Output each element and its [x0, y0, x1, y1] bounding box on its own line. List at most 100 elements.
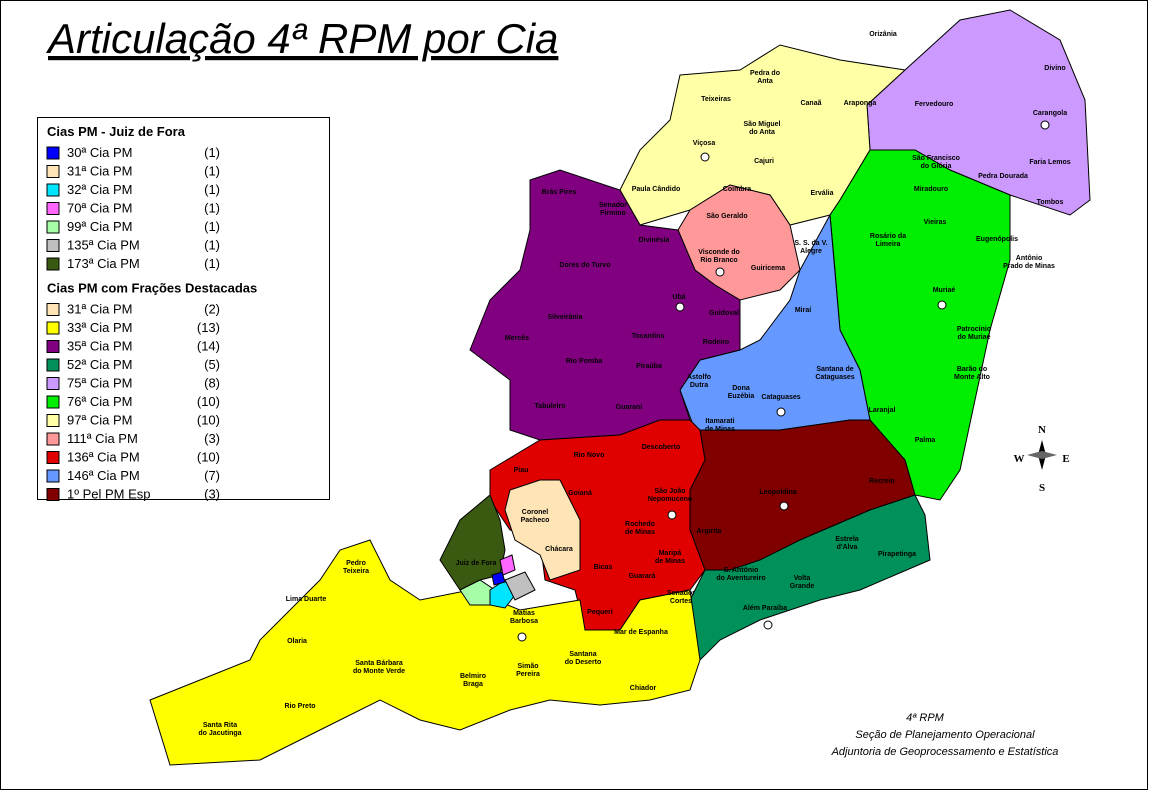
place-label: do Glória: [921, 163, 952, 170]
city-marker: [938, 301, 946, 309]
legend-count: (2): [204, 302, 220, 317]
place-label: Faria Lemos: [1029, 159, 1070, 166]
place-label: de Minas: [705, 426, 735, 433]
legend-swatch: [47, 489, 59, 501]
place-label: Prado de Minas: [1003, 263, 1055, 270]
place-label: Araponga: [844, 100, 877, 107]
place-label: Visconde do: [698, 249, 740, 256]
place-label: Chácara: [545, 546, 573, 553]
legend-swatch: [47, 378, 59, 390]
legend-label: 136ª Cia PM: [67, 450, 140, 465]
place-label: Senador: [667, 590, 695, 597]
place-label: Rodeiro: [703, 339, 729, 346]
place-label: Santa Rita: [203, 722, 237, 729]
place-label: Euzébia: [728, 393, 755, 400]
place-label: Tombos: [1037, 199, 1064, 206]
compass-e: E: [1062, 453, 1069, 465]
legend-count: (14): [197, 339, 220, 354]
place-label: Guiricema: [751, 265, 785, 272]
legend-label: 30ª Cia PM: [67, 145, 133, 160]
place-label: Patrocínio: [957, 326, 991, 333]
legend-label: 32ª Cia PM: [67, 182, 133, 197]
place-label: Firmino: [600, 210, 626, 217]
place-label: São Miguel: [744, 121, 781, 128]
map-title: Articulação 4ª RPM por Cia: [45, 15, 558, 62]
place-label: Rio Novo: [574, 452, 605, 459]
compass-n: N: [1038, 424, 1046, 436]
place-label: São João: [654, 488, 685, 495]
legend-count: (1): [204, 256, 220, 271]
legend-swatch: [47, 452, 59, 464]
place-label: Pedra Dourada: [978, 173, 1028, 180]
place-label: Pereira: [516, 671, 540, 678]
legend-swatch: [47, 240, 59, 252]
place-label: Santa Bárbara: [355, 660, 403, 667]
place-label: do Monte Verde: [353, 668, 405, 675]
legend-swatch: [47, 184, 59, 196]
place-label: Coronel: [522, 509, 549, 516]
place-label: d'Alva: [837, 544, 858, 551]
place-label: Cajuri: [754, 158, 774, 165]
place-label: Miraí: [795, 307, 812, 314]
place-label: São Francisco: [912, 155, 960, 162]
legend-label: 31ª Cia PM: [67, 164, 133, 179]
city-marker: [518, 633, 526, 641]
legend-swatch: [47, 396, 59, 408]
place-label: Muriaé: [933, 287, 956, 294]
place-label: Olaria: [287, 638, 307, 645]
place-label: Matias: [513, 610, 535, 617]
legend-swatch: [47, 415, 59, 427]
place-label: Estrela: [835, 536, 858, 543]
place-label: Carangola: [1033, 110, 1067, 117]
footer-line: 4ª RPM: [906, 712, 945, 724]
city-marker: [701, 153, 709, 161]
legend-swatch: [47, 322, 59, 334]
place-label: Itamarati: [705, 418, 734, 425]
place-label: Guidoval: [709, 310, 739, 317]
legend-label: 35ª Cia PM: [67, 339, 133, 354]
place-label: Dutra: [690, 382, 708, 389]
city-marker: [764, 621, 772, 629]
place-label: Chiador: [630, 685, 657, 692]
legend-count: (3): [204, 487, 220, 502]
place-label: Limeira: [876, 241, 901, 248]
legend-label: 97ª Cia PM: [67, 413, 133, 428]
place-label: Mar de Espanha: [614, 629, 668, 636]
place-label: Palma: [915, 437, 936, 444]
place-label: Barão do: [957, 366, 987, 373]
place-label: Santana: [569, 651, 596, 658]
place-label: Rosário da: [870, 233, 906, 240]
legend-label: 75ª Cia PM: [67, 376, 133, 391]
legend-count: (1): [204, 219, 220, 234]
legend-section-title: Cias PM com Frações Destacadas: [47, 281, 257, 296]
place-label: Alegre: [800, 248, 822, 255]
place-label: Nepomuceno: [648, 496, 692, 503]
place-label: Maripá: [659, 550, 682, 557]
place-label: Simão: [517, 663, 538, 670]
legend-label: 31ª Cia PM: [67, 302, 133, 317]
place-label: Dona: [732, 385, 750, 392]
place-label: Mercês: [505, 335, 529, 342]
legend-count: (1): [204, 164, 220, 179]
place-label: Tocantins: [632, 333, 665, 340]
legend-label: 33ª Cia PM: [67, 320, 133, 335]
place-label: do Aventureiro: [716, 575, 765, 582]
place-label: Laranjal: [869, 407, 896, 414]
place-label: Santana de: [816, 366, 853, 373]
place-label: Juiz de Fora: [456, 560, 497, 567]
place-label: Ervália: [811, 190, 834, 197]
city-marker: [716, 268, 724, 276]
place-label: Senador: [599, 202, 627, 209]
legend-label: 146ª Cia PM: [67, 468, 140, 483]
place-label: Pedro: [346, 560, 366, 567]
place-label: Divinésia: [639, 237, 670, 244]
place-label: Descoberto: [642, 444, 681, 451]
place-label: Teixeiras: [701, 96, 731, 103]
place-label: Recreio: [869, 478, 895, 485]
footer-line: Seção de Planejamento Operacional: [855, 729, 1035, 741]
place-label: Vieiras: [924, 219, 947, 226]
place-label: Astolfo: [687, 374, 711, 381]
legend-label: 99ª Cia PM: [67, 219, 133, 234]
compass-w: W: [1014, 453, 1025, 465]
place-label: do Jacutinga: [198, 730, 241, 737]
